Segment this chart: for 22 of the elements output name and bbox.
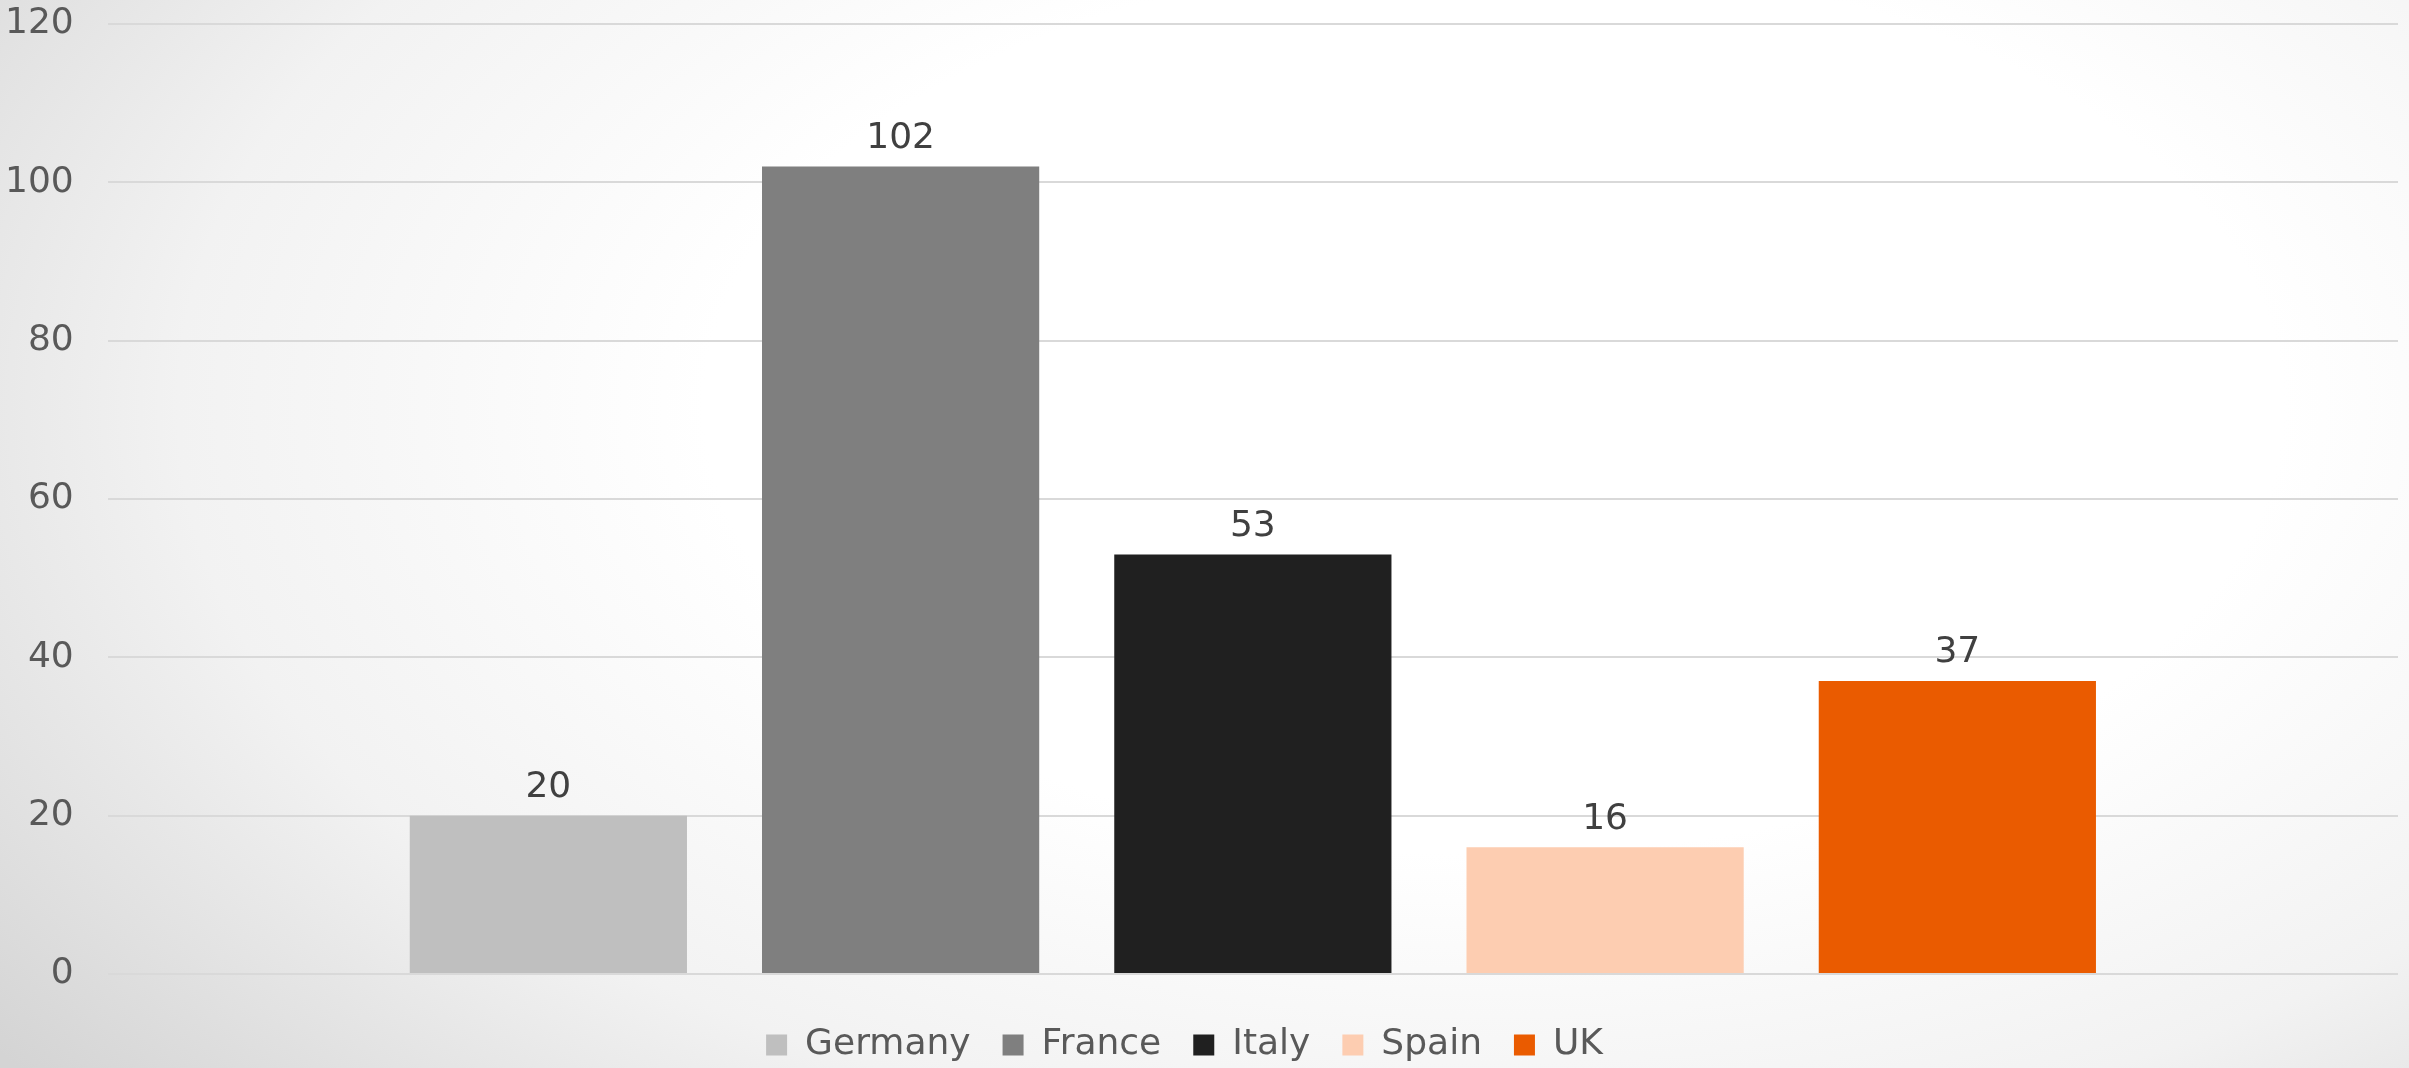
bar: [1114, 554, 1392, 973]
y-tick-label: 100: [4, 158, 74, 200]
legend-label: UK: [1552, 1021, 1605, 1063]
data-label: 53: [1229, 502, 1276, 544]
data-label: 37: [1934, 629, 1981, 671]
legend-label: Italy: [1232, 1021, 1311, 1063]
y-tick-label: 20: [27, 792, 74, 834]
data-label: 102: [866, 114, 935, 156]
data-label: 16: [1582, 795, 1629, 837]
bar: [409, 815, 687, 973]
y-tick-label: 80: [27, 317, 74, 359]
y-tick-label: 60: [27, 475, 74, 517]
y-tick-label: 0: [50, 950, 74, 992]
data-label: 20: [525, 764, 572, 806]
legend-label: Germany: [805, 1021, 971, 1063]
legend-label: Spain: [1381, 1021, 1482, 1063]
bar: [1466, 847, 1744, 973]
y-tick-label: 120: [4, 0, 74, 42]
bar: [762, 166, 1040, 973]
bar: [1818, 681, 2096, 973]
legend-label: France: [1041, 1021, 1162, 1063]
y-tick-label: 40: [27, 633, 74, 675]
